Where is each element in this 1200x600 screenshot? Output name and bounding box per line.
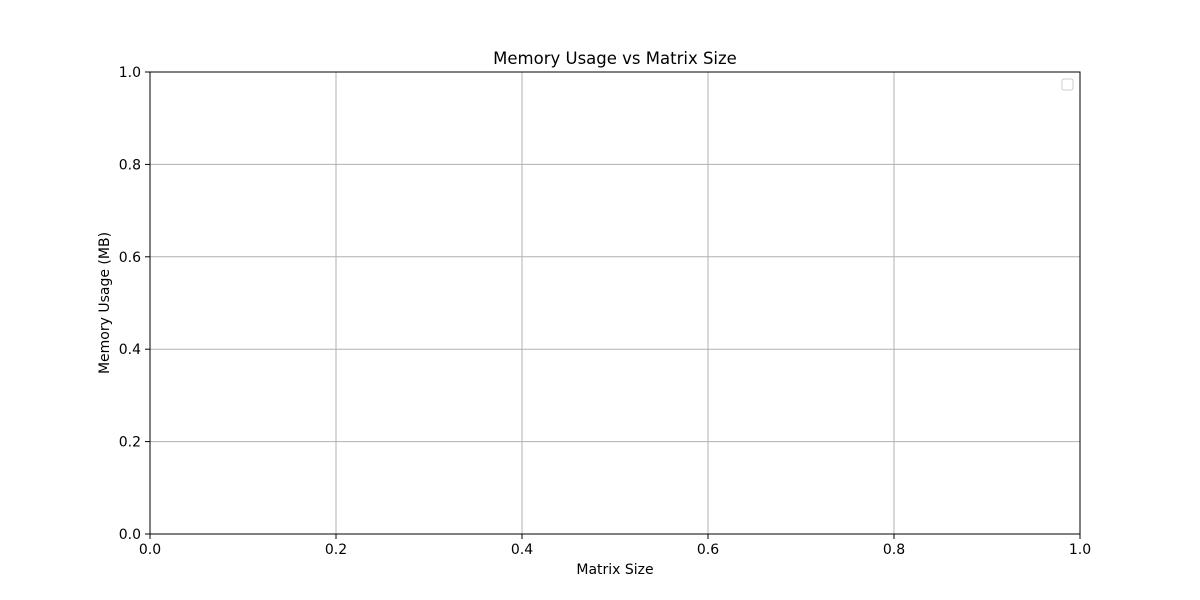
y-tick-label: 0.6: [119, 250, 141, 266]
x-tick-label: 0.0: [139, 542, 161, 558]
x-axis: 0.0 0.2 0.4 0.6 0.8 1.0: [139, 534, 1091, 558]
legend-box: [1061, 78, 1074, 91]
x-tick-label: 0.6: [697, 542, 719, 558]
y-axis: 0.0 0.2 0.4 0.6 0.8 1.0: [119, 65, 150, 543]
chart-title: Memory Usage vs Matrix Size: [493, 49, 737, 68]
x-tick-label: 0.2: [325, 542, 347, 558]
y-tick-label: 0.2: [119, 435, 141, 451]
x-tick-label: 1.0: [1069, 542, 1091, 558]
y-tick-label: 0.4: [119, 342, 141, 358]
y-axis-label: Memory Usage (MB): [97, 232, 113, 374]
plot-frame: [149, 71, 1081, 535]
x-axis-label: Matrix Size: [576, 562, 653, 578]
y-tick-label: 0.8: [119, 157, 141, 173]
y-tick-label: 0.0: [119, 527, 141, 543]
x-tick-label: 0.4: [511, 542, 533, 558]
y-tick-label: 1.0: [119, 65, 141, 81]
plot-area: [150, 72, 1080, 534]
x-tick-label: 0.8: [883, 542, 905, 558]
legend: [1061, 78, 1074, 91]
